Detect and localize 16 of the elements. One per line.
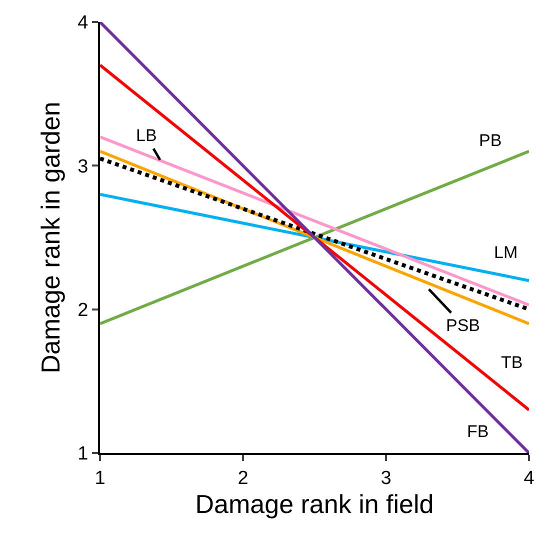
y-tick-label: 4 <box>78 12 89 34</box>
annotation: LM <box>494 243 518 262</box>
annotation: LB <box>136 126 157 145</box>
annotation: PSB <box>446 316 480 335</box>
x-tick-label: 3 <box>380 468 392 489</box>
y-tick-label: 2 <box>78 300 88 321</box>
y-axis-title: Damage rank in garden <box>36 102 66 374</box>
annotation: PB <box>479 131 502 150</box>
y-tick-label: 3 <box>78 156 88 178</box>
x-axis-title: Damage rank in field <box>195 488 434 519</box>
x-tick-label: 2 <box>238 468 248 489</box>
x-tick-label: 1 <box>94 468 106 489</box>
annotation: FB <box>467 422 489 441</box>
x-tick-label: 4 <box>524 468 535 489</box>
annotation: TB <box>501 353 523 372</box>
y-tick-label: 1 <box>78 444 88 465</box>
